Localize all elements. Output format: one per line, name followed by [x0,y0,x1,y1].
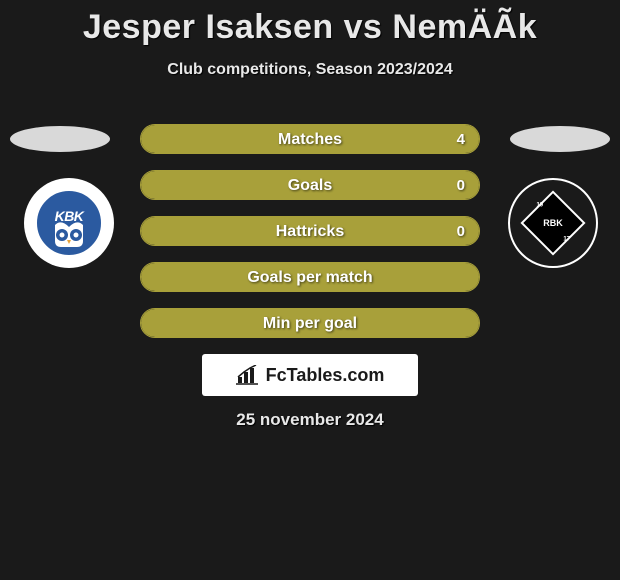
page-title: Jesper Isaksen vs NemÄÃk [0,0,620,47]
subtitle: Club competitions, Season 2023/2024 [0,61,620,79]
stat-row: Goals 0 [140,170,480,200]
stat-row: Min per goal [140,308,480,338]
rbk-year-right: 17 [564,237,571,243]
brand-bold: Fc [266,365,287,385]
stat-value: 4 [457,125,465,153]
stat-label: Hattricks [141,217,479,245]
rbk-year-left: 19 [536,203,543,209]
brand-rest: Tables.com [287,365,385,385]
rbk-badge: RBK 19 17 [520,190,585,255]
date-label: 25 november 2024 [0,410,620,430]
stat-label: Goals [141,171,479,199]
stat-label: Matches [141,125,479,153]
brand-box[interactable]: FcTables.com [202,354,418,396]
kbk-badge: KBK [34,188,104,258]
stat-row: Hattricks 0 [140,216,480,246]
stat-label: Min per goal [141,309,479,337]
bar-chart-icon [236,365,260,385]
stat-label: Goals per match [141,263,479,291]
rbk-abbrev: RBK [543,218,563,228]
owl-icon [49,221,89,249]
club-badge-left: KBK [24,178,114,268]
player-left-photo-placeholder [10,126,110,152]
stat-value: 0 [457,217,465,245]
stats-panel: Matches 4 Goals 0 Hattricks 0 Goals per … [140,124,480,354]
club-badge-right: RBK 19 17 [508,178,598,268]
stat-row: Matches 4 [140,124,480,154]
player-right-photo-placeholder [510,126,610,152]
brand-text: FcTables.com [266,365,385,386]
stat-row: Goals per match [140,262,480,292]
stat-value: 0 [457,171,465,199]
